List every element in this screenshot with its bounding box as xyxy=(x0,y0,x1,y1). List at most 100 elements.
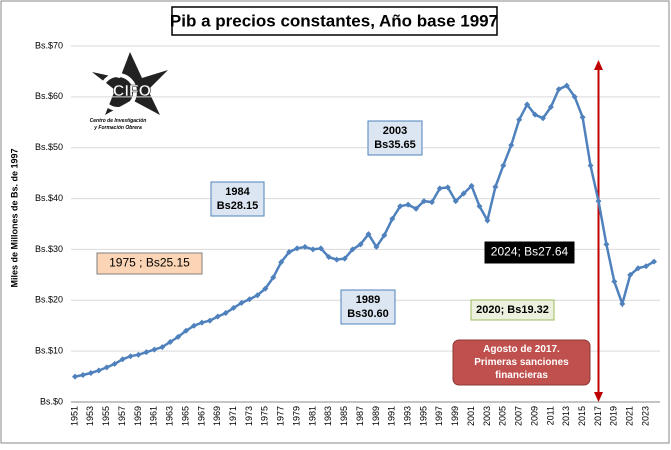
data-point xyxy=(341,255,348,262)
data-point xyxy=(222,310,229,316)
data-point xyxy=(230,304,237,311)
data-point xyxy=(103,364,110,371)
x-tick-label: 1959 xyxy=(133,406,143,426)
data-point xyxy=(460,190,467,197)
data-point xyxy=(571,93,578,100)
data-point xyxy=(539,115,546,122)
annotation-box xyxy=(340,289,396,325)
annotation-text: financieras xyxy=(495,370,548,381)
x-tick-label: 2009 xyxy=(529,406,539,426)
x-tick-label: 2015 xyxy=(577,406,587,426)
y-tick-label: Bs.$70 xyxy=(35,40,63,50)
y-tick-label: Bs.$50 xyxy=(35,142,63,152)
annotation-text: Agosto de 2017. xyxy=(483,344,560,355)
annotation-text: 2003 xyxy=(383,125,407,137)
logo-star xyxy=(92,52,168,115)
logo-gear xyxy=(99,73,137,111)
data-point xyxy=(143,349,150,356)
x-tick-label: 1955 xyxy=(101,406,111,426)
annotation-box xyxy=(452,339,591,386)
data-point xyxy=(214,313,221,320)
data-point xyxy=(198,319,205,326)
x-tick-label: 1953 xyxy=(85,406,95,426)
title-box xyxy=(171,6,498,36)
data-point xyxy=(547,104,554,111)
data-point xyxy=(436,185,443,192)
x-tick-label: 2007 xyxy=(514,406,524,426)
x-tick-label: 1967 xyxy=(196,406,206,426)
x-tick-label: 1993 xyxy=(402,406,412,426)
data-point xyxy=(635,265,642,272)
data-point xyxy=(452,198,459,205)
annotation: 1975 ; Bs25.15 xyxy=(96,252,203,275)
annotation-box xyxy=(367,120,423,156)
annotation-box xyxy=(96,252,203,275)
data-point xyxy=(651,258,657,265)
data-point xyxy=(151,346,158,353)
data-point xyxy=(619,300,626,307)
data-point xyxy=(349,246,356,253)
data-point xyxy=(190,322,197,329)
event-arrow xyxy=(594,392,603,402)
data-point xyxy=(294,245,301,252)
x-tick-label: 1975 xyxy=(260,406,270,426)
y-tick-label: Bs.$0 xyxy=(40,396,63,406)
data-point xyxy=(119,356,126,363)
data-point xyxy=(111,360,118,367)
y-tick-label: Bs.$60 xyxy=(35,91,63,101)
data-point xyxy=(333,256,340,263)
annotation-text: Primeras sanciones xyxy=(474,357,569,368)
x-tick-label: 1989 xyxy=(371,406,381,426)
data-point xyxy=(373,243,380,250)
y-tick-label: Bs.$30 xyxy=(35,244,63,254)
x-tick-label: 1963 xyxy=(165,406,175,426)
data-point xyxy=(317,245,324,252)
x-tick-label: 1979 xyxy=(291,406,301,426)
data-point xyxy=(555,86,562,93)
y-tick-label: Bs.$40 xyxy=(35,193,63,203)
x-tick-label: 2023 xyxy=(640,406,650,426)
x-tick-label: 2003 xyxy=(482,406,492,426)
x-tick-label: 1985 xyxy=(339,406,349,426)
data-point xyxy=(95,367,102,374)
x-tick-label: 1981 xyxy=(307,406,317,426)
data-point xyxy=(206,317,213,324)
y-tick-label: Bs.$20 xyxy=(35,295,63,305)
x-tick-label: 2001 xyxy=(466,406,476,426)
data-point xyxy=(309,246,316,253)
data-point xyxy=(135,351,142,358)
data-point xyxy=(492,183,499,190)
data-point xyxy=(397,203,404,210)
data-point xyxy=(87,370,94,377)
x-tick-label: 2011 xyxy=(545,406,555,425)
annotation-text: Bs30.60 xyxy=(347,308,389,320)
x-tick-label: 1983 xyxy=(323,406,333,426)
x-tick-label: 1987 xyxy=(355,406,365,426)
data-point xyxy=(183,327,190,334)
x-tick-label: 2017 xyxy=(593,406,603,426)
data-point xyxy=(428,199,435,206)
data-point xyxy=(516,116,523,123)
x-tick-label: 1957 xyxy=(117,406,127,426)
annotation-box xyxy=(470,299,555,321)
x-tick-label: 1951 xyxy=(69,406,79,426)
annotation: Agosto de 2017. Primeras sanciones financi… xyxy=(452,339,591,386)
data-point xyxy=(254,292,261,299)
data-point xyxy=(72,373,78,380)
data-point xyxy=(159,344,166,351)
x-tick-label: 1965 xyxy=(180,406,190,426)
annotation-box xyxy=(210,181,265,217)
data-point xyxy=(508,142,515,149)
data-point xyxy=(603,241,610,248)
data-point xyxy=(413,205,420,212)
data-point xyxy=(476,203,483,210)
data-point xyxy=(238,299,245,306)
data-point xyxy=(524,101,531,108)
chart-title: Pib a precios constantes, Año base 1997 xyxy=(170,11,498,30)
x-tick-label: 2005 xyxy=(498,406,508,426)
x-tick-label: 1971 xyxy=(228,406,238,426)
data-point xyxy=(246,296,253,303)
logo: CIFO Centro de Investigación y Formación… xyxy=(90,52,168,131)
